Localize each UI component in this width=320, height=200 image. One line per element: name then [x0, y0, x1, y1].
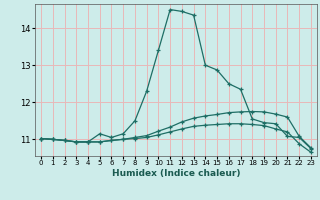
X-axis label: Humidex (Indice chaleur): Humidex (Indice chaleur)	[112, 169, 240, 178]
